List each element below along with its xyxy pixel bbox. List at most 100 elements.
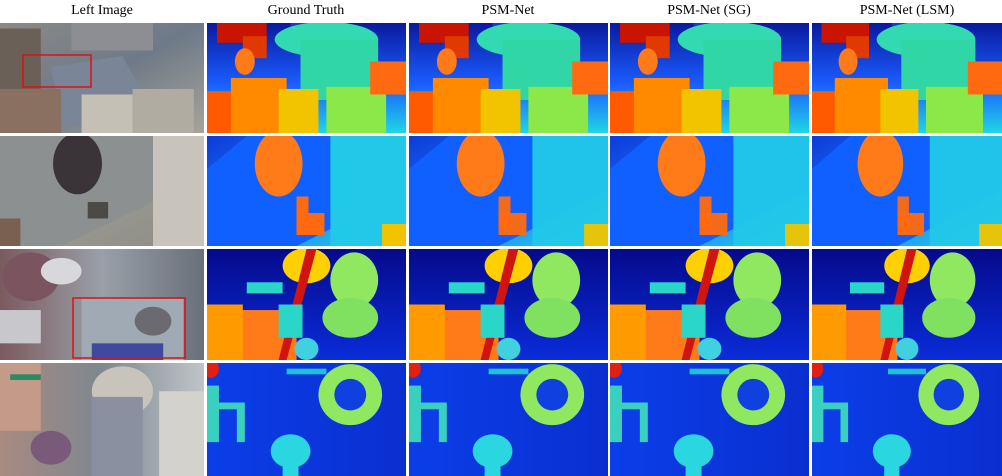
image-panel [610, 248, 809, 360]
region [382, 224, 406, 246]
region [135, 307, 172, 336]
region [92, 397, 143, 476]
region [737, 379, 769, 411]
region [88, 202, 108, 219]
region [279, 305, 303, 338]
region [812, 386, 823, 443]
column-header: PSM-Net [482, 3, 535, 18]
image-panel [808, 360, 1002, 476]
region [409, 305, 445, 361]
image-panel [405, 360, 608, 476]
region [405, 360, 421, 378]
region [457, 131, 505, 197]
region [370, 62, 406, 95]
image-panel [812, 22, 1002, 133]
region [690, 369, 730, 375]
region [524, 298, 580, 338]
region [773, 62, 809, 95]
region [295, 338, 319, 360]
region [159, 391, 204, 476]
region [235, 48, 255, 74]
region [133, 89, 194, 133]
region [255, 131, 303, 197]
region [207, 305, 243, 361]
region [31, 431, 72, 465]
region [433, 78, 489, 133]
region [808, 360, 823, 378]
region [497, 338, 521, 360]
region [968, 62, 1002, 95]
image-panel [0, 23, 204, 133]
region [71, 23, 153, 51]
region [896, 338, 919, 360]
region [812, 305, 846, 361]
region [334, 379, 366, 411]
region [41, 258, 82, 285]
image-panel [409, 22, 608, 133]
image-panel [0, 363, 204, 476]
region [536, 379, 568, 411]
image-panel [207, 131, 406, 247]
region [979, 224, 1002, 246]
image-panel [0, 133, 204, 246]
region [682, 89, 722, 133]
image-panel [207, 248, 406, 360]
image-panel [409, 131, 608, 247]
region [409, 386, 421, 443]
region [0, 219, 20, 247]
region [610, 305, 646, 361]
region [922, 298, 975, 338]
region [650, 282, 686, 293]
region [287, 369, 327, 375]
region [658, 131, 706, 197]
region [700, 213, 728, 235]
region [682, 305, 706, 338]
region [153, 136, 204, 246]
region [279, 89, 319, 133]
region [640, 403, 648, 443]
region [858, 131, 904, 197]
region [572, 62, 608, 95]
column-header: Left Image [71, 3, 133, 18]
region [0, 363, 41, 431]
region [606, 360, 622, 378]
region [638, 48, 658, 74]
region [207, 386, 219, 443]
page: Left Image Ground Truth PSM-Net PSM-Net … [0, 0, 1002, 476]
region [0, 310, 41, 343]
region [489, 369, 529, 375]
region [584, 224, 608, 246]
image-panel [610, 131, 809, 247]
region [203, 360, 219, 378]
region [880, 305, 903, 338]
region [634, 78, 690, 133]
region [880, 89, 918, 133]
image-panel [409, 248, 608, 360]
region [437, 48, 457, 74]
region [888, 369, 926, 375]
region [686, 459, 702, 476]
region [835, 78, 888, 133]
region [884, 459, 899, 476]
column-header: Ground Truth [268, 3, 345, 18]
region [247, 282, 283, 293]
region [785, 224, 809, 246]
region [439, 403, 447, 443]
region [297, 213, 325, 235]
region [610, 386, 622, 443]
region [850, 282, 884, 293]
region [481, 89, 521, 133]
region [839, 48, 858, 74]
region [53, 133, 102, 195]
region [499, 213, 527, 235]
region [0, 29, 41, 95]
image-panel [0, 249, 204, 360]
image-panel [203, 360, 406, 476]
region [231, 78, 287, 133]
image-panel [812, 248, 1002, 360]
region [841, 403, 849, 443]
figure: Left Image Ground Truth PSM-Net PSM-Net … [0, 0, 1002, 476]
region [481, 305, 505, 338]
column-header: PSM-Net (LSM) [860, 3, 955, 18]
region [283, 459, 299, 476]
